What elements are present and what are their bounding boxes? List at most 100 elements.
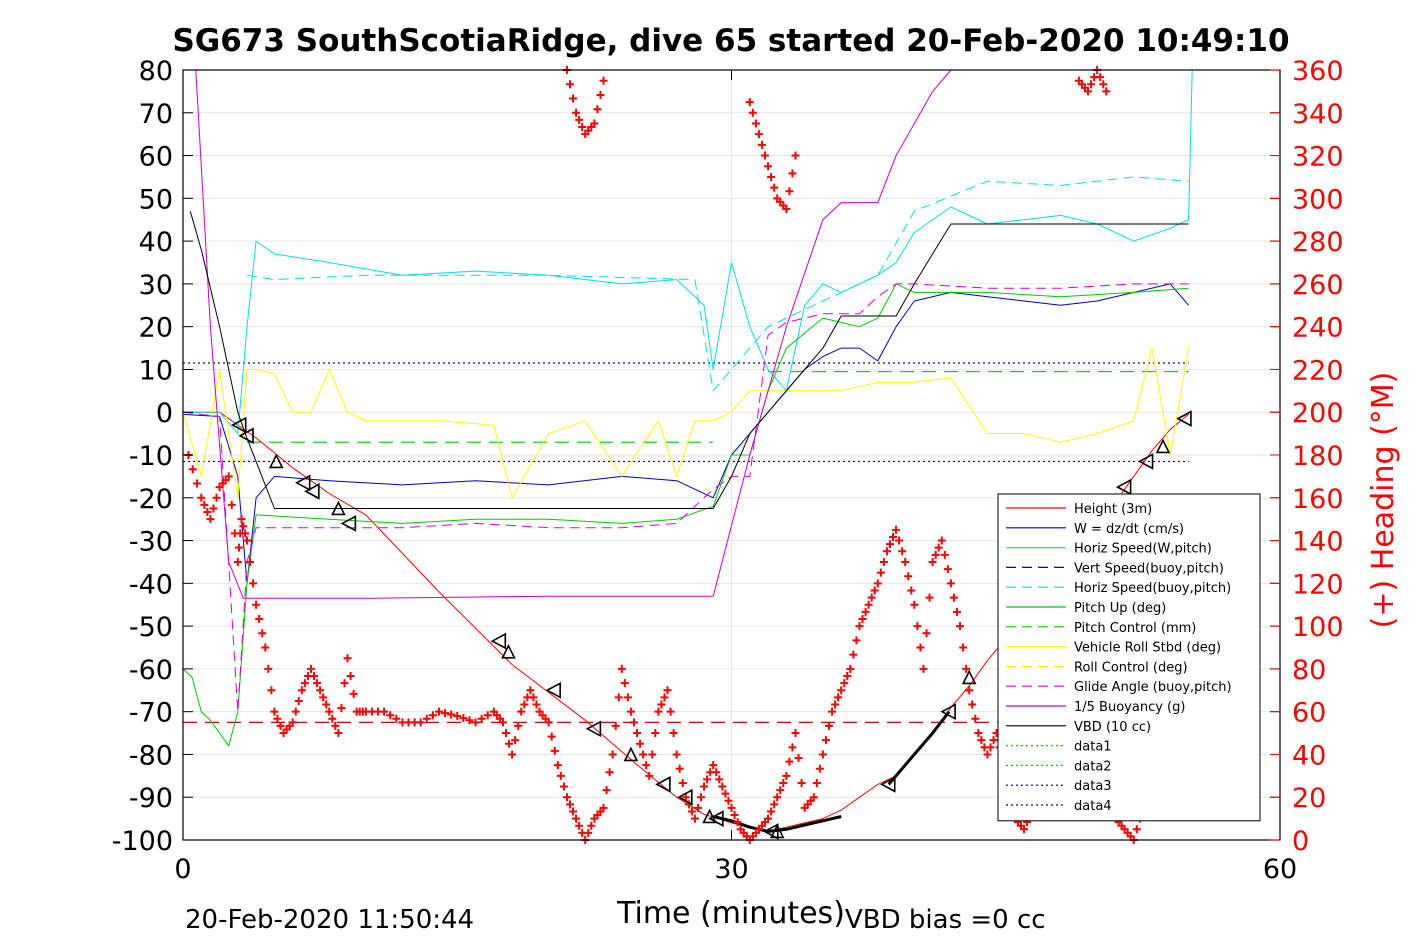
heading-point — [959, 643, 968, 652]
heading-point — [273, 714, 282, 723]
heading-point — [447, 710, 456, 719]
y-tick-label: 60 — [139, 142, 173, 173]
heading-point — [575, 115, 584, 124]
heading-point — [416, 718, 425, 727]
heading-point — [733, 818, 742, 827]
heading-point — [858, 614, 867, 623]
heading-point — [620, 679, 629, 688]
heading-point — [983, 750, 992, 759]
height-marker — [623, 746, 639, 762]
y-tick-label: -10 — [129, 441, 173, 472]
heading-point — [861, 607, 870, 616]
heading-point — [203, 508, 212, 517]
heading-point — [971, 714, 980, 723]
heading-point — [837, 686, 846, 695]
heading-point — [934, 543, 943, 552]
legend-label: W = dz/dt (cm/s) — [1074, 522, 1184, 537]
heading-point — [386, 711, 395, 720]
heading-point — [727, 803, 736, 812]
heading-point — [767, 807, 776, 816]
height-marker — [763, 823, 779, 840]
heading-point — [767, 172, 776, 181]
heading-point — [809, 793, 818, 802]
heading-point — [757, 140, 766, 149]
heading-point — [508, 750, 517, 759]
heading-point — [794, 754, 803, 763]
heading-point — [748, 108, 757, 117]
legend-label: data4 — [1074, 799, 1112, 814]
heading-point — [910, 600, 919, 609]
heading-point — [270, 707, 279, 716]
heading-point — [328, 714, 337, 723]
x-tick-label: 60 — [1263, 854, 1297, 885]
heading-point — [651, 729, 660, 738]
height-markers — [230, 410, 1192, 840]
heading-point — [666, 707, 675, 716]
heading-point — [569, 94, 578, 103]
heading-point — [788, 169, 797, 178]
y-right-tick-label: 20 — [1292, 783, 1326, 814]
heading-point — [565, 80, 574, 89]
y-axis-right-label: (+) Heading (°M) — [1366, 372, 1401, 629]
height-marker — [304, 483, 320, 500]
heading-point — [514, 721, 523, 730]
heading-point — [968, 700, 977, 709]
heading-point — [660, 693, 669, 702]
heading-point — [956, 622, 965, 631]
heading-point — [785, 187, 794, 196]
heading-point — [233, 557, 242, 566]
height-marker — [230, 416, 247, 434]
heading-point — [812, 778, 821, 787]
y-axis-right: 3603403203002802602402202001801601401201… — [1270, 56, 1344, 857]
heading-point — [569, 807, 578, 816]
heading-point — [498, 718, 507, 727]
heading-point — [1096, 73, 1105, 82]
heading-point — [224, 472, 233, 481]
y-tick-label: 40 — [139, 227, 173, 258]
heading-point — [593, 105, 602, 114]
y-tick-label: -80 — [129, 740, 173, 771]
heading-point — [241, 529, 250, 538]
legend-label: Horiz Speed(W,pitch) — [1074, 542, 1212, 557]
heading-point — [614, 693, 623, 702]
heading-point — [611, 721, 620, 730]
heading-point — [578, 123, 587, 132]
heading-point — [261, 643, 270, 652]
y-tick-label: 30 — [139, 270, 173, 301]
heading-point — [310, 672, 319, 681]
series-buoy — [195, 69, 952, 599]
y-right-tick-label: 360 — [1292, 56, 1344, 87]
heading-point — [700, 782, 709, 791]
heading-point — [246, 557, 255, 566]
heading-point — [654, 707, 663, 716]
heading-point — [846, 664, 855, 673]
heading-point — [840, 679, 849, 688]
footer-timestamp: 20-Feb-2020 11:50:44 — [185, 905, 474, 935]
heading-point — [553, 761, 562, 770]
heading-point — [258, 629, 267, 638]
y-right-tick-label: 0 — [1292, 826, 1309, 857]
heading-point — [892, 525, 901, 534]
heading-point — [544, 718, 553, 727]
heading-point — [608, 750, 617, 759]
heading-point — [639, 750, 648, 759]
legend-label: data3 — [1074, 779, 1112, 794]
heading-point — [946, 579, 955, 588]
y-tick-label: -70 — [129, 698, 173, 729]
heading-point — [520, 700, 529, 709]
height-marker — [880, 776, 896, 793]
heading-point — [770, 183, 779, 192]
heading-point — [306, 664, 315, 673]
series-pitch — [182, 283, 1189, 747]
heading-point — [764, 814, 773, 823]
heading-point — [831, 700, 840, 709]
heading-point — [730, 811, 739, 820]
heading-point — [209, 504, 218, 513]
heading-point — [599, 803, 608, 812]
y-tick-label: -90 — [129, 783, 173, 814]
heading-point — [556, 771, 565, 780]
heading-point — [206, 515, 215, 524]
y-right-tick-label: 280 — [1292, 227, 1344, 258]
y-right-tick-label: 40 — [1292, 740, 1326, 771]
